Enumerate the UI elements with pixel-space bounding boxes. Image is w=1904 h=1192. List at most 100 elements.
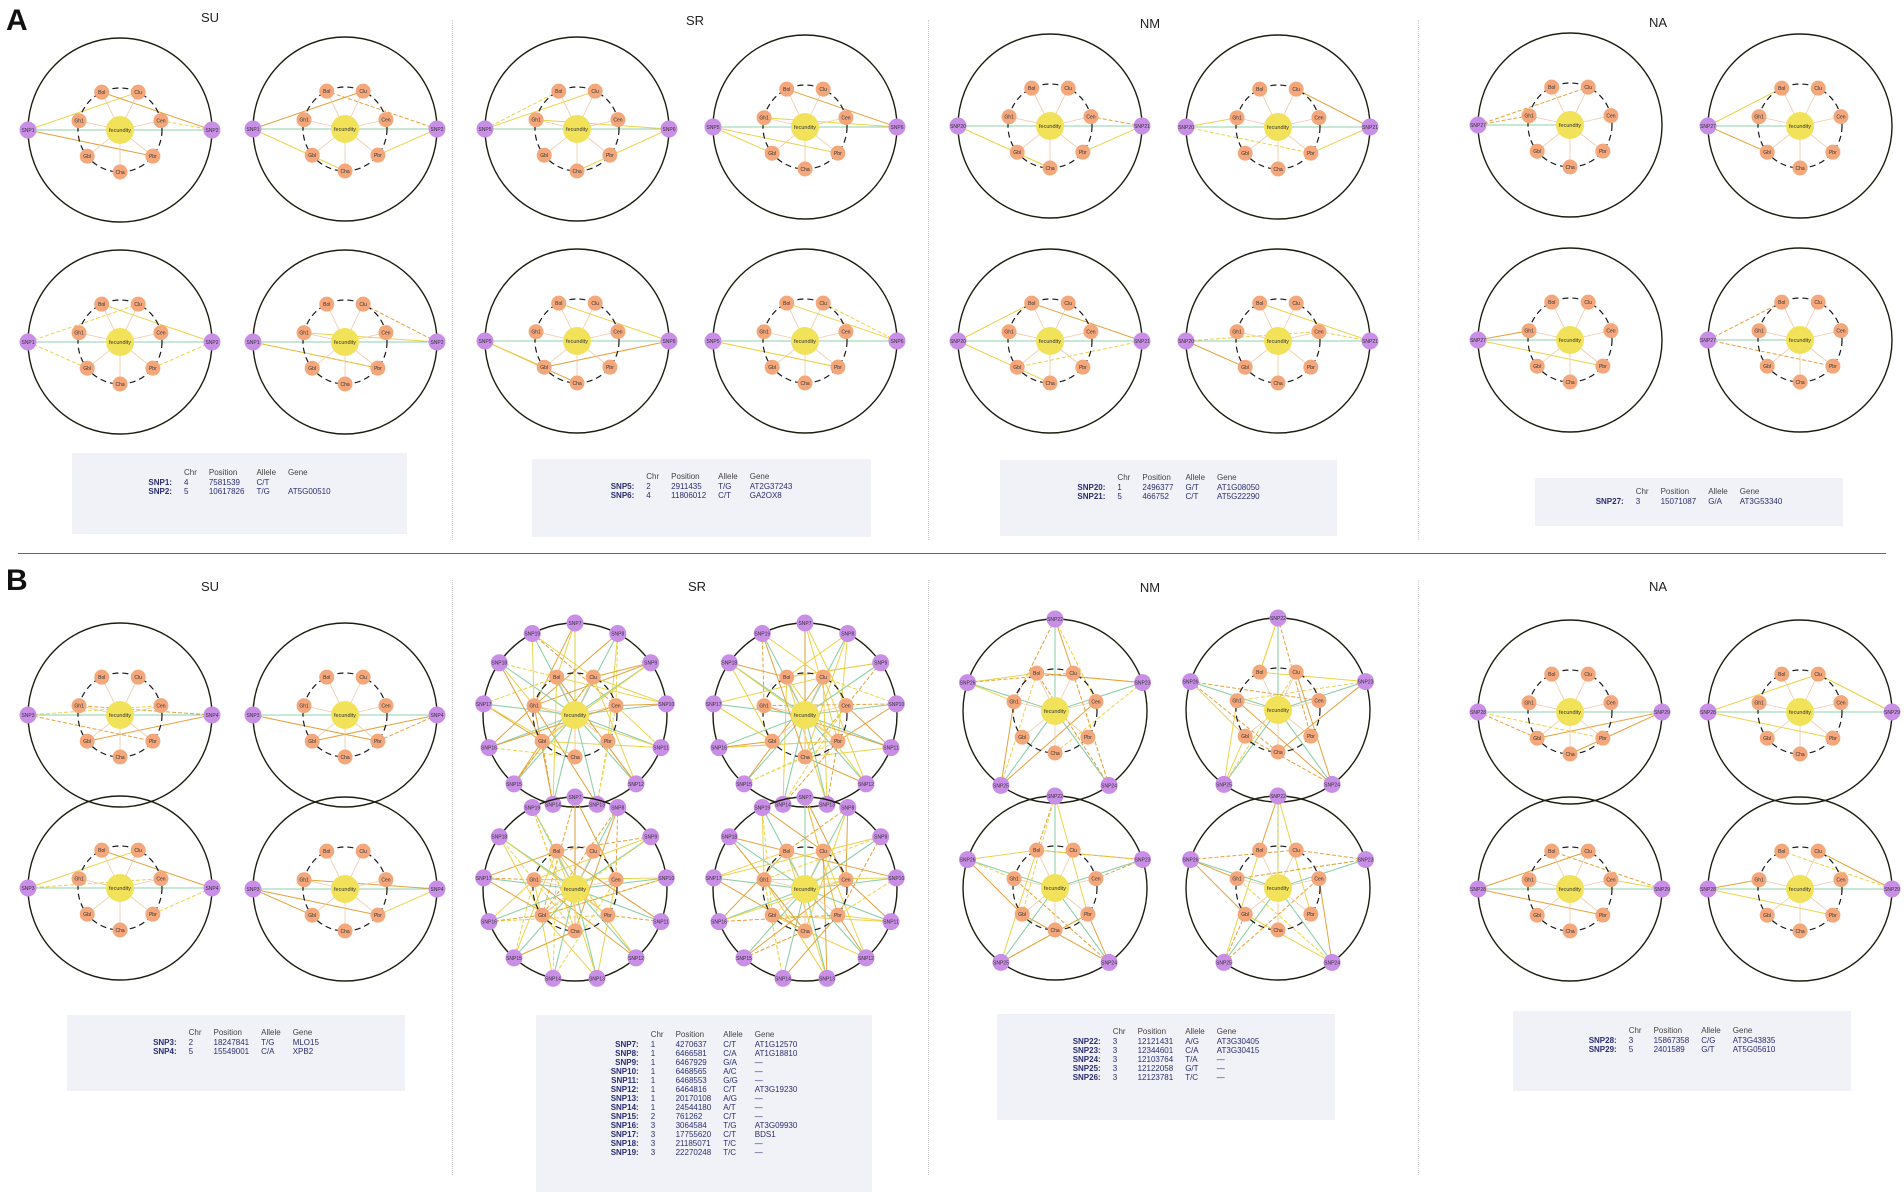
table-header: Chr	[1630, 486, 1655, 497]
table-cell: AT3G53340	[1734, 497, 1789, 506]
table-cell: G/T	[1179, 483, 1211, 492]
edge-snp-trait	[805, 748, 891, 757]
trait-label: Clu	[1292, 848, 1300, 854]
snp-label: SNP3	[21, 713, 34, 719]
trait-label: Gh1	[299, 878, 309, 884]
edge-snp-trait	[1224, 672, 1296, 784]
table-cell: —	[749, 1148, 804, 1157]
trait-label: Cen	[381, 118, 390, 124]
trait-label: Pbr	[1829, 913, 1837, 919]
edge-snp-trait	[532, 634, 534, 706]
snp-label: SNP17	[476, 876, 492, 882]
snp-label: SNP27	[1700, 338, 1716, 344]
trait-label: Pbr	[1079, 150, 1087, 156]
trait-label: Cha	[1273, 381, 1282, 387]
trait-label: Pbr	[604, 913, 612, 919]
trait-label: Clu	[359, 849, 367, 855]
trait-label: Clu	[1814, 300, 1822, 306]
table-header	[1067, 1026, 1107, 1037]
table-cell: SNP19:	[605, 1148, 645, 1157]
trait-label: Bol	[1028, 86, 1035, 92]
fecundity-label: fecundity	[1559, 338, 1581, 344]
snp-label: SNP1	[246, 340, 259, 346]
edge-snp-trait	[1818, 674, 1892, 712]
trait-label: Gbl	[1018, 735, 1026, 741]
table-cell: AT1G18810	[749, 1049, 804, 1058]
trait-label: Cha	[572, 169, 581, 175]
table-cell	[282, 478, 337, 487]
trait-label: Cen	[611, 704, 620, 710]
snp-label: SNP2	[430, 127, 443, 133]
snp-label: SNP17	[476, 702, 492, 708]
trait-label: Gbl	[1763, 364, 1771, 370]
trait-label: Bol	[783, 849, 790, 855]
trait-label: Cen	[381, 704, 390, 710]
trait-label: Gh1	[74, 704, 84, 710]
snp-label: SNP26	[960, 858, 976, 864]
table-cell: 5	[1623, 1045, 1648, 1054]
snp-label: SNP17	[706, 702, 722, 708]
trait-label: Cen	[1314, 699, 1323, 705]
trait-label: Cha	[1045, 166, 1054, 172]
table-header: Allele	[1179, 472, 1211, 483]
table-cell: 2496377	[1136, 483, 1179, 492]
trait-label: Bol	[98, 90, 105, 96]
snp-label: SNP10	[658, 702, 674, 708]
table-cell: AT1G12570	[749, 1040, 804, 1049]
trait-label: Clu	[1814, 86, 1822, 92]
trait-label: Bol	[783, 675, 790, 681]
table-cell: C/T	[250, 478, 282, 487]
trait-label: Pbr	[149, 366, 157, 372]
trait-label: Clu	[134, 675, 142, 681]
snp-label: SNP24	[1324, 960, 1340, 966]
trait-label: Gbl	[1241, 734, 1249, 740]
table-cell: 3	[645, 1148, 670, 1157]
snp-label: SNP17	[706, 876, 722, 882]
trait-label: Clu	[1292, 87, 1300, 93]
table-header	[605, 1029, 645, 1040]
trait-label: Cha	[800, 929, 809, 935]
snp-label: SNP29	[1884, 887, 1900, 893]
snp-label: SNP8	[841, 632, 854, 638]
table-header: Gene	[287, 1027, 325, 1038]
trait-label: Gh1	[759, 704, 769, 710]
snp-label: SNP21	[1362, 339, 1378, 345]
trait-label: Cen	[1606, 878, 1615, 884]
edge-snp-trait	[1245, 914, 1332, 962]
snp-label: SNP27	[1470, 338, 1486, 344]
trait-label: Gbl	[1763, 736, 1771, 742]
trait-label: Gbl	[83, 912, 91, 918]
table-header: Position	[203, 467, 251, 478]
snp-label: SNP5	[478, 127, 491, 133]
snp-label: SNP19	[754, 632, 770, 638]
table-header	[1071, 472, 1111, 483]
edge-snp-trait	[1708, 126, 1767, 152]
table-cell: 6466581	[670, 1049, 718, 1058]
snp-label: SNP2	[205, 340, 218, 346]
edge-snp-trait	[764, 704, 896, 706]
trait-label: Cen	[841, 116, 850, 122]
trait-label: Gh1	[531, 330, 541, 336]
snp-label: SNP22	[1047, 617, 1063, 623]
edge-snp-trait	[1818, 851, 1892, 889]
trait-label: Clu	[1069, 671, 1077, 677]
trait-label: Cha	[1273, 750, 1282, 756]
snp-label: SNP3	[246, 887, 259, 893]
table-cell: 1	[645, 1040, 670, 1049]
table-header: Chr	[1111, 472, 1136, 483]
trait-label: Cha	[115, 382, 124, 388]
trait-label: Pbr	[1307, 365, 1315, 371]
trait-label: Cen	[1606, 329, 1615, 335]
table-cell: AT5G05610	[1727, 1045, 1782, 1054]
trait-label: Pbr	[149, 154, 157, 160]
edge-snp-trait	[1570, 712, 1662, 754]
table-cell: 3	[1107, 1064, 1132, 1073]
table-cell: A/G	[717, 1094, 749, 1103]
edge-snp-trait	[968, 850, 1037, 859]
table-cell: AT5G00510	[282, 487, 337, 496]
